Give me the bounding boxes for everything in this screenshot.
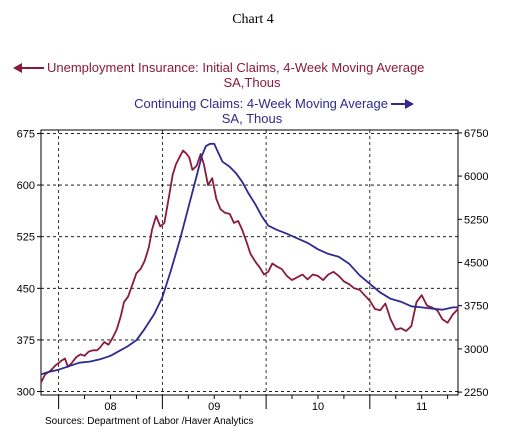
left-series-label: Unemployment Insurance: Initial Claims, … [13,60,424,90]
right-series-label-line2: SA, Thous [222,111,283,126]
left-series-label-line1: Unemployment Insurance: Initial Claims, … [47,60,424,75]
left-axis-tick-label: 675 [17,128,35,140]
series [40,142,459,384]
right-axis-tick-label: 6000 [464,171,488,183]
left-series-label-line2: SA,Thous [223,75,281,90]
right-series-label-line1: Continuing Claims: 4-Week Moving Average [134,96,388,111]
x-axis-tick-label: 10 [312,401,324,413]
initial-claims-line [40,149,459,384]
right-axis-tick-label: 2250 [464,387,488,399]
left-axis-tick-label: 450 [17,283,35,295]
left-axis-tick-label: 300 [17,387,35,399]
right-axis-tick-label: 5250 [464,214,488,226]
axes [37,129,462,409]
right-axis-tick-label: 6750 [464,128,488,140]
x-axis-tick-label: 09 [208,401,220,413]
right-axis-tick-label: 3000 [464,344,488,356]
x-axis-tick-label: 08 [104,401,116,413]
right-arrow-icon [391,99,414,109]
source-note: Sources: Department of Labor /Haver Anal… [45,416,253,427]
left-axis-tick-label: 525 [17,232,35,244]
plot-frame [40,129,459,396]
left-arrow-icon [13,63,44,73]
right-axis-tick-label: 3750 [464,301,488,313]
chart-title: Chart 4 [232,12,274,27]
grid [41,130,458,395]
continuing-claims-line [40,142,458,376]
left-axis-tick-label: 375 [17,335,35,347]
right-axis-tick-label: 4500 [464,258,488,270]
tick-labels: 300 375 450 525 600 675 2250 3000 3750 4500 5250 60… [17,128,489,413]
right-series-label: Continuing Claims: 4-Week Moving Average… [134,96,414,126]
x-axis-tick-label: 11 [416,401,427,413]
left-axis-tick-label: 600 [17,180,35,192]
